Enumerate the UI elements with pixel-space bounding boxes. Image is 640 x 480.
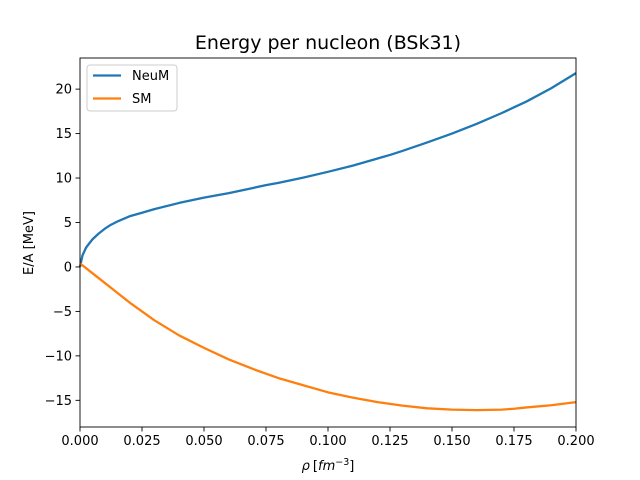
plot-lines <box>78 72 577 412</box>
y-tick-label: 15 <box>55 127 72 142</box>
x-tick-label: 0.075 <box>247 434 284 449</box>
y-axis-label: E/A [MeV] <box>22 211 37 275</box>
series-line-neum <box>78 72 577 268</box>
x-axis-label-exponent: −3 <box>335 457 349 468</box>
y-tick-label: −10 <box>45 349 72 364</box>
y-tick-label: 5 <box>64 216 72 231</box>
y-tick-label: 0 <box>64 260 72 275</box>
legend: NeuM SM <box>86 64 178 112</box>
x-axis-label-unit: fm <box>318 459 335 474</box>
x-axis-label-symbol: ρ <box>302 459 311 474</box>
x-tick-label: 0.150 <box>433 434 470 449</box>
legend-label-sm: SM <box>132 92 151 107</box>
x-tick-label: 0.175 <box>495 434 532 449</box>
chart-title: Energy per nucleon (BSk31) <box>195 32 461 54</box>
x-tick-label: 0.125 <box>371 434 408 449</box>
x-tick-label: 0.000 <box>61 434 98 449</box>
x-tick-label: 0.100 <box>309 434 346 449</box>
series-line-sm <box>79 262 577 412</box>
y-tick-label: −5 <box>53 305 72 320</box>
x-tick-label: 0.200 <box>557 434 594 449</box>
y-tick-label: 10 <box>55 172 72 187</box>
legend-label-neum: NeuM <box>132 69 169 84</box>
x-tick-label: 0.025 <box>123 434 160 449</box>
y-tick-label: 20 <box>55 83 72 98</box>
y-tick-label: −15 <box>45 394 72 409</box>
x-axis-label: ρ [fm−3] <box>302 457 355 474</box>
x-axis-ticks: 0.000 0.025 0.050 0.075 0.100 0.125 0.150 0.175… <box>61 427 595 449</box>
y-axis-ticks: −15 −10 −5 0 5 10 15 20 <box>45 83 80 409</box>
x-tick-label: 0.050 <box>185 434 222 449</box>
